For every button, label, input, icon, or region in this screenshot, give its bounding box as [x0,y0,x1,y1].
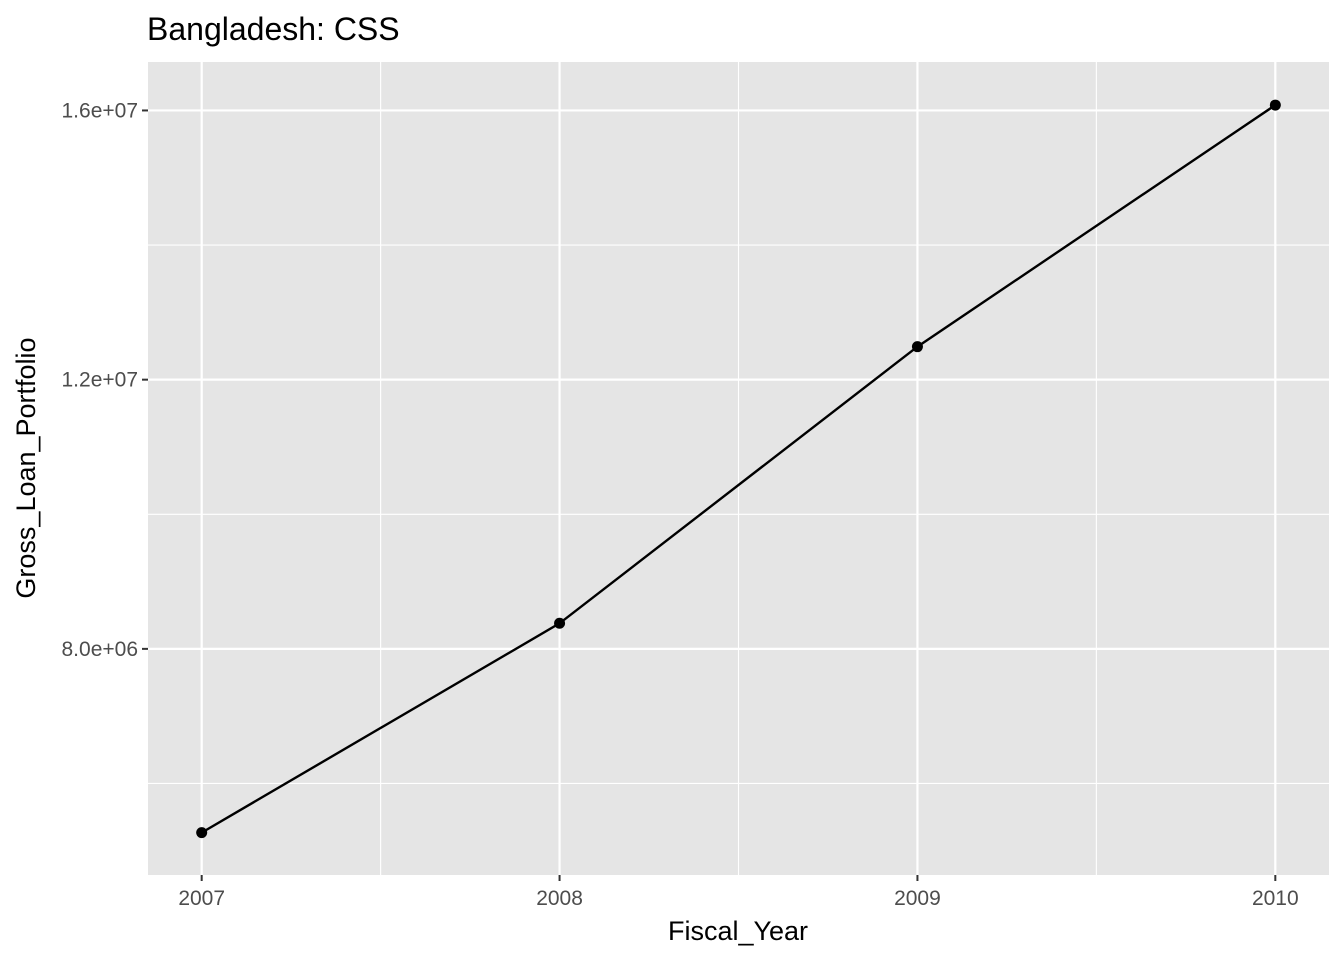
grid-major [148,62,1329,875]
x-tick-label: 2009 [894,887,941,910]
chart-title: Bangladesh: CSS [147,11,400,47]
data-point [196,827,208,839]
data-point [1269,99,1281,111]
y-axis-title: Gross_Loan_Portfolio [11,337,41,598]
y-tick-label: 1.2e+07 [62,369,139,392]
y-tick-labels: 8.0e+06 1.2e+07 1.6e+07 [62,99,139,660]
x-tick-label: 2007 [178,887,225,910]
x-tick-labels: 2007 2008 2009 2010 [178,887,1298,910]
series-line [201,104,1276,834]
x-tick-label: 2010 [1252,887,1299,910]
data-point [554,617,566,629]
series-layer [196,99,1281,839]
data-point [911,341,923,353]
axis-ticks [142,109,1277,881]
y-tick-label: 8.0e+06 [62,638,139,661]
x-axis-title: Fiscal_Year [668,916,808,946]
grid-minor [148,62,1329,875]
x-tick-label: 2008 [536,887,583,910]
y-tick-label: 1.6e+07 [62,99,139,122]
